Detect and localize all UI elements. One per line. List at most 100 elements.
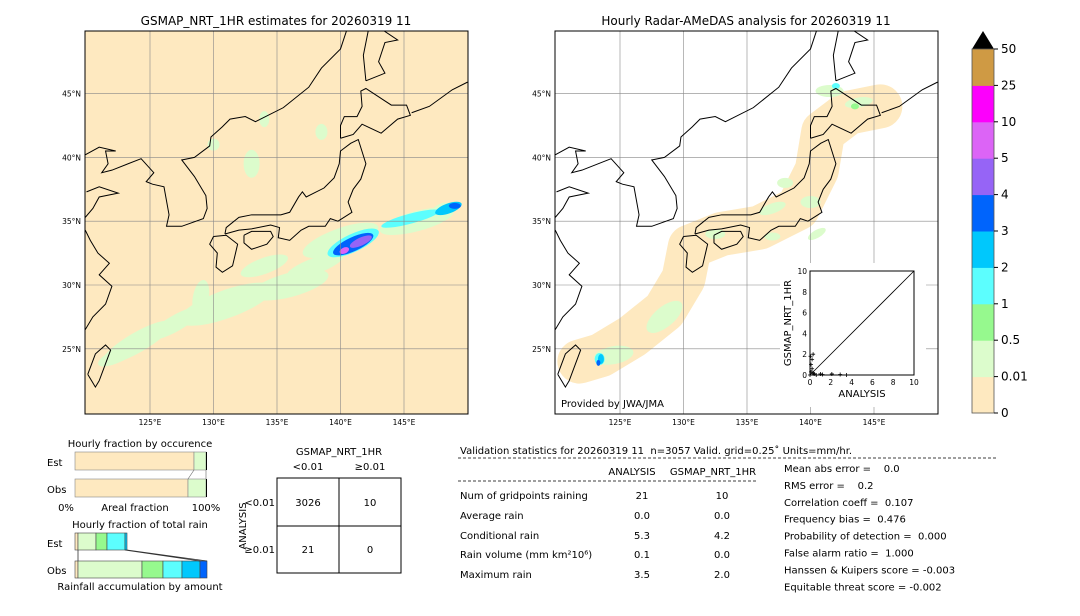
contingency-row-axis: ANALYSIS: [238, 502, 249, 549]
scatter-point: [838, 372, 843, 377]
scatter-point: [811, 352, 816, 357]
coastline: [85, 229, 113, 330]
colorbar-label: 5: [1001, 151, 1009, 165]
rain-area: [777, 177, 794, 188]
coastline: [340, 87, 412, 139]
contingency-cell: 0: [367, 545, 373, 556]
total-rain-est-label: Est: [47, 539, 63, 550]
total-rain-xlabel: Rainfall accumulation by amount: [57, 582, 222, 593]
colorbar-segment: [972, 267, 994, 305]
lon-tick-label: 145°E: [393, 418, 416, 427]
coastline: [85, 186, 121, 218]
inset-y-tick: 8: [802, 288, 807, 297]
scatter-point: [809, 362, 814, 367]
stats-row-label: Num of gridpoints raining: [460, 491, 588, 502]
colorbar-label: 10: [1001, 115, 1016, 129]
colorbar-label: 1: [1001, 297, 1009, 311]
lon-tick-label: 130°E: [672, 418, 695, 427]
colorbar-label: 0: [1001, 406, 1009, 420]
inset-x-tick: 8: [891, 378, 896, 387]
stats-row-gsmap: 0.0: [714, 511, 730, 522]
coastline: [810, 87, 882, 139]
lon-tick-label: 140°E: [329, 418, 352, 427]
inset-x-tick: 4: [849, 378, 854, 387]
rain-area: [192, 279, 210, 316]
rain-area: [259, 111, 270, 128]
coastline: [832, 31, 869, 82]
stats-row-analysis: 21: [636, 491, 649, 502]
inset-scatter-frame: [809, 270, 915, 376]
occurrence-est-edge: [206, 452, 207, 470]
colorbar-segment: [972, 231, 994, 268]
inset-x-tick: 6: [870, 378, 875, 387]
stats-header: Validation statistics for 20260319 11 n=…: [460, 445, 852, 457]
lat-tick-label: 35°N: [62, 217, 81, 226]
contingency-cell: 3026: [295, 498, 320, 509]
occurrence-est-label: Est: [47, 458, 63, 469]
inset-x-tick: 10: [909, 378, 919, 387]
stats-row-label: Rain volume (mm km²10⁶): [460, 550, 592, 561]
coastline: [679, 234, 709, 273]
occurrence-connector: [187, 469, 207, 480]
map-frame: [554, 30, 939, 415]
colorbar-segment: [972, 376, 994, 414]
rain-area: [381, 209, 440, 228]
lon-tick-label: 130°E: [202, 418, 225, 427]
lon-tick-label: 135°E: [266, 418, 289, 427]
coastline: [694, 138, 837, 241]
lat-tick-label: 45°N: [532, 90, 551, 99]
lat-tick-label: 25°N: [62, 345, 81, 354]
occurrence-xlabel: Areal fraction: [101, 503, 168, 514]
stats-score: False alarm ratio = 1.000: [784, 549, 914, 560]
stats-score: Mean abs error = 0.0: [784, 464, 900, 475]
rain-area: [759, 201, 786, 216]
lon-tick-label: 135°E: [736, 418, 759, 427]
colorbar-segment: [972, 85, 994, 123]
scatter-point: [818, 371, 823, 376]
lon-tick-label: 125°E: [609, 418, 632, 427]
inset-background: [780, 263, 926, 407]
rain-area: [448, 202, 461, 209]
coastline: [85, 31, 347, 227]
scatter-point: [810, 366, 815, 371]
contingency-col-label-dry: <0.01: [293, 462, 324, 473]
stats-row-analysis: 3.5: [634, 570, 650, 581]
total-rain-connector: [77, 549, 208, 562]
occurrence-x-max: 100%: [192, 503, 221, 514]
colorbar-extend-arrow: [972, 31, 994, 49]
lat-tick-label: 35°N: [532, 217, 551, 226]
inset-x-tick: 0: [808, 378, 813, 387]
total-rain-chart: Hourly fraction of total rain Est Obs Ra…: [47, 520, 223, 593]
gsmap-map-title: GSMAP_NRT_1HR estimates for 20260319 11: [141, 14, 412, 28]
inset-y-tick: 10: [797, 267, 807, 276]
rain-fraction-segment: [106, 532, 126, 551]
coastline: [224, 138, 367, 241]
scatter-point: [814, 373, 819, 377]
rain-area: [831, 82, 840, 89]
rain-fraction-segment: [77, 532, 97, 551]
rain-area: [286, 253, 344, 279]
contingency-table: GSMAP_NRT_1HR <0.01 ≥0.01 ANALYSIS <0.01…: [238, 447, 402, 574]
occurrence-x-min: 0%: [58, 503, 74, 514]
inset-y-tick: 0: [802, 371, 807, 380]
colorbar-label: 0.01: [1001, 370, 1028, 384]
rain-area: [240, 254, 288, 278]
occurrence-obs-wet-bar: [187, 478, 207, 498]
rain-area: [596, 359, 601, 366]
stats-score: Hanssen & Kuipers score = -0.003: [784, 565, 955, 576]
lon-tick-label: 145°E: [863, 418, 886, 427]
inset-y-tick: 4: [802, 329, 807, 338]
lat-tick-label: 45°N: [62, 90, 81, 99]
occurrence-obs-label: Obs: [47, 485, 66, 496]
inset-y-tick: 2: [802, 350, 807, 359]
rain-area: [315, 123, 328, 140]
coastline: [557, 344, 582, 389]
colorbar-label: 50: [1001, 42, 1016, 56]
contingency-divider: [277, 478, 401, 573]
occurrence-chart: Hourly fraction by occurence Est Obs 0% …: [47, 439, 220, 514]
stats-row-gsmap: 10: [716, 491, 729, 502]
rain-fraction-segment: [77, 560, 143, 579]
contingency-cell: 21: [302, 545, 315, 556]
rain-area: [339, 247, 350, 254]
occurrence-title: Hourly fraction by occurence: [68, 439, 212, 450]
